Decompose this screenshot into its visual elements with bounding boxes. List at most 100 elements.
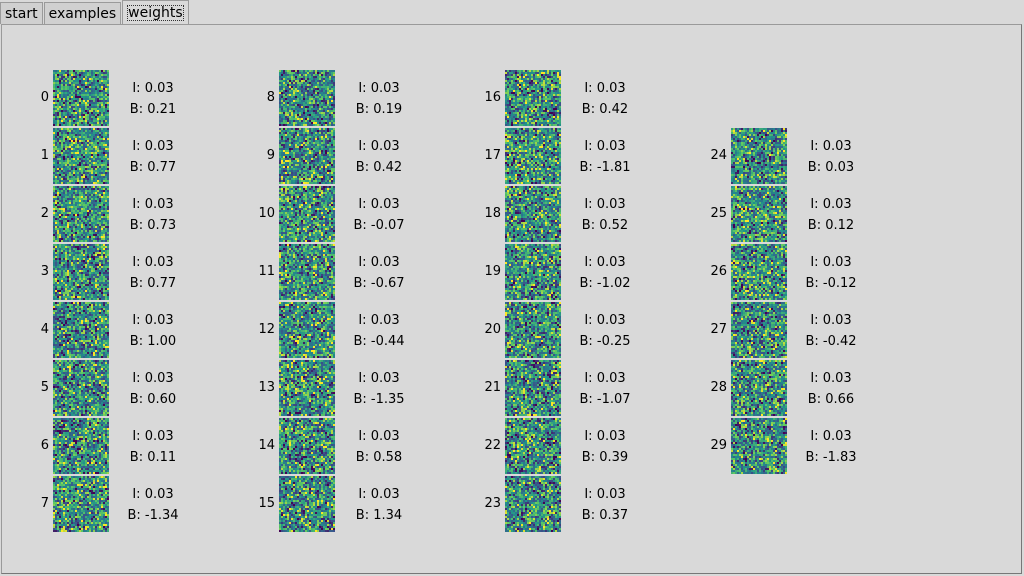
unit-b-value: B: -0.12: [805, 276, 857, 291]
weight-unit: 15 I: 0.03 B: 1.34: [258, 476, 439, 532]
unit-i-value: I: 0.03: [358, 139, 400, 154]
weight-unit: 10 I: 0.03 B: -0.07: [258, 186, 439, 242]
weight-heatmap-image: [731, 128, 787, 184]
unit-i-value: I: 0.03: [132, 139, 174, 154]
unit-index-label: 10: [258, 206, 275, 221]
unit-index-label: 29: [710, 438, 727, 453]
weight-unit: 7 I: 0.03 B: -1.34: [41, 476, 213, 532]
unit-b-value: B: 0.66: [807, 392, 855, 407]
weight-heatmap-image: [731, 244, 787, 300]
unit-b-value: B: -0.25: [579, 334, 631, 349]
unit-index-label: 27: [710, 322, 727, 337]
tab-examples[interactable]: examples: [43, 2, 122, 24]
unit-i-value: I: 0.03: [358, 255, 400, 270]
weight-heatmap-image: [505, 244, 561, 300]
unit-b-value: B: 0.37: [581, 508, 629, 523]
unit-b-value: B: 0.12: [807, 218, 855, 233]
weight-heatmap-image: [53, 418, 109, 474]
unit-b-value: B: -0.42: [805, 334, 857, 349]
unit-index-label: 7: [40, 496, 49, 511]
weight-heatmap-image: [279, 244, 335, 300]
weight-unit: 23 I: 0.03 B: 0.37: [484, 476, 665, 532]
unit-i-value: I: 0.03: [132, 429, 174, 444]
weight-heatmap-image: [279, 476, 335, 532]
unit-b-value: B: -0.07: [353, 218, 405, 233]
unit-stats: I: 0.03 B: -1.81: [565, 128, 645, 178]
weight-unit: 11 I: 0.03 B: -0.67: [258, 244, 439, 300]
unit-i-value: I: 0.03: [132, 313, 174, 328]
unit-index-label: 13: [258, 380, 275, 395]
unit-index-label: 23: [484, 496, 501, 511]
unit-i-value: I: 0.03: [358, 197, 400, 212]
unit-index-label: 15: [258, 496, 275, 511]
unit-i-value: I: 0.03: [810, 371, 852, 386]
weight-unit: 2 I: 0.03 B: 0.73: [41, 186, 213, 242]
unit-index-label: 9: [266, 148, 275, 163]
unit-b-value: B: 0.52: [581, 218, 629, 233]
weight-heatmap-image: [505, 360, 561, 416]
unit-stats: I: 0.03 B: -1.02: [565, 244, 645, 294]
weight-unit: 25 I: 0.03 B: 0.12: [710, 186, 891, 242]
weight-unit: 20 I: 0.03 B: -0.25: [484, 302, 665, 358]
unit-b-value: B: -1.07: [579, 392, 631, 407]
weight-heatmap-image: [505, 128, 561, 184]
unit-index-label: 18: [484, 206, 501, 221]
weight-heatmap-image: [505, 476, 561, 532]
unit-i-value: I: 0.03: [810, 255, 852, 270]
unit-b-value: B: 1.00: [129, 334, 177, 349]
weight-heatmap-image: [279, 128, 335, 184]
unit-i-value: I: 0.03: [358, 487, 400, 502]
unit-b-value: B: -1.81: [579, 160, 631, 175]
unit-stats: I: 0.03 B: 0.73: [113, 186, 193, 236]
unit-index-label: 20: [484, 322, 501, 337]
unit-index-label: 28: [710, 380, 727, 395]
weight-unit: 13 I: 0.03 B: -1.35: [258, 360, 439, 416]
unit-stats: I: 0.03 B: -0.12: [791, 244, 871, 294]
weight-heatmap-image: [505, 302, 561, 358]
unit-b-value: B: -0.44: [353, 334, 405, 349]
unit-index-label: 3: [40, 264, 49, 279]
unit-index-label: 19: [484, 264, 501, 279]
tab-weights[interactable]: weights: [122, 0, 189, 24]
weight-unit: 8 I: 0.03 B: 0.19: [267, 70, 439, 126]
tab-start[interactable]: start: [0, 2, 43, 24]
unit-i-value: I: 0.03: [810, 197, 852, 212]
unit-index-label: 5: [40, 380, 49, 395]
weight-unit: 28 I: 0.03 B: 0.66: [710, 360, 891, 416]
unit-stats: I: 0.03 B: 0.39: [565, 418, 645, 468]
unit-i-value: I: 0.03: [132, 255, 174, 270]
unit-b-value: B: 0.77: [129, 160, 177, 175]
unit-b-value: B: -1.35: [353, 392, 405, 407]
weight-unit: 27 I: 0.03 B: -0.42: [710, 302, 891, 358]
unit-i-value: I: 0.03: [584, 197, 626, 212]
unit-stats: I: 0.03 B: 1.34: [339, 476, 419, 526]
weight-unit: 22 I: 0.03 B: 0.39: [484, 418, 665, 474]
weight-heatmap-image: [731, 302, 787, 358]
unit-index-label: 17: [484, 148, 501, 163]
unit-b-value: B: 0.42: [355, 160, 403, 175]
weight-heatmap-image: [279, 360, 335, 416]
weight-heatmap-image: [53, 360, 109, 416]
unit-index-label: 11: [258, 264, 275, 279]
unit-b-value: B: -1.34: [127, 508, 179, 523]
unit-stats: I: 0.03 B: 0.77: [113, 244, 193, 294]
unit-stats: I: 0.03 B: 0.12: [791, 186, 871, 236]
unit-b-value: B: 0.39: [581, 450, 629, 465]
unit-index-label: 1: [40, 148, 49, 163]
unit-i-value: I: 0.03: [132, 81, 174, 96]
weight-heatmap-image: [279, 418, 335, 474]
unit-b-value: B: 0.19: [355, 102, 403, 117]
unit-stats: I: 0.03 B: -0.07: [339, 186, 419, 236]
unit-stats: I: 0.03 B: 0.11: [113, 418, 193, 468]
unit-stats: I: 0.03 B: 0.60: [113, 360, 193, 410]
unit-b-value: B: 0.11: [129, 450, 177, 465]
unit-i-value: I: 0.03: [132, 487, 174, 502]
unit-i-value: I: 0.03: [358, 81, 400, 96]
unit-stats: I: 0.03 B: -0.42: [791, 302, 871, 352]
unit-i-value: I: 0.03: [810, 429, 852, 444]
weight-heatmap-image: [505, 70, 561, 126]
weight-unit: 21 I: 0.03 B: -1.07: [484, 360, 665, 416]
unit-stats: I: 0.03 B: 0.37: [565, 476, 645, 526]
unit-b-value: B: 1.34: [355, 508, 403, 523]
unit-stats: I: 0.03 B: 0.42: [565, 70, 645, 120]
